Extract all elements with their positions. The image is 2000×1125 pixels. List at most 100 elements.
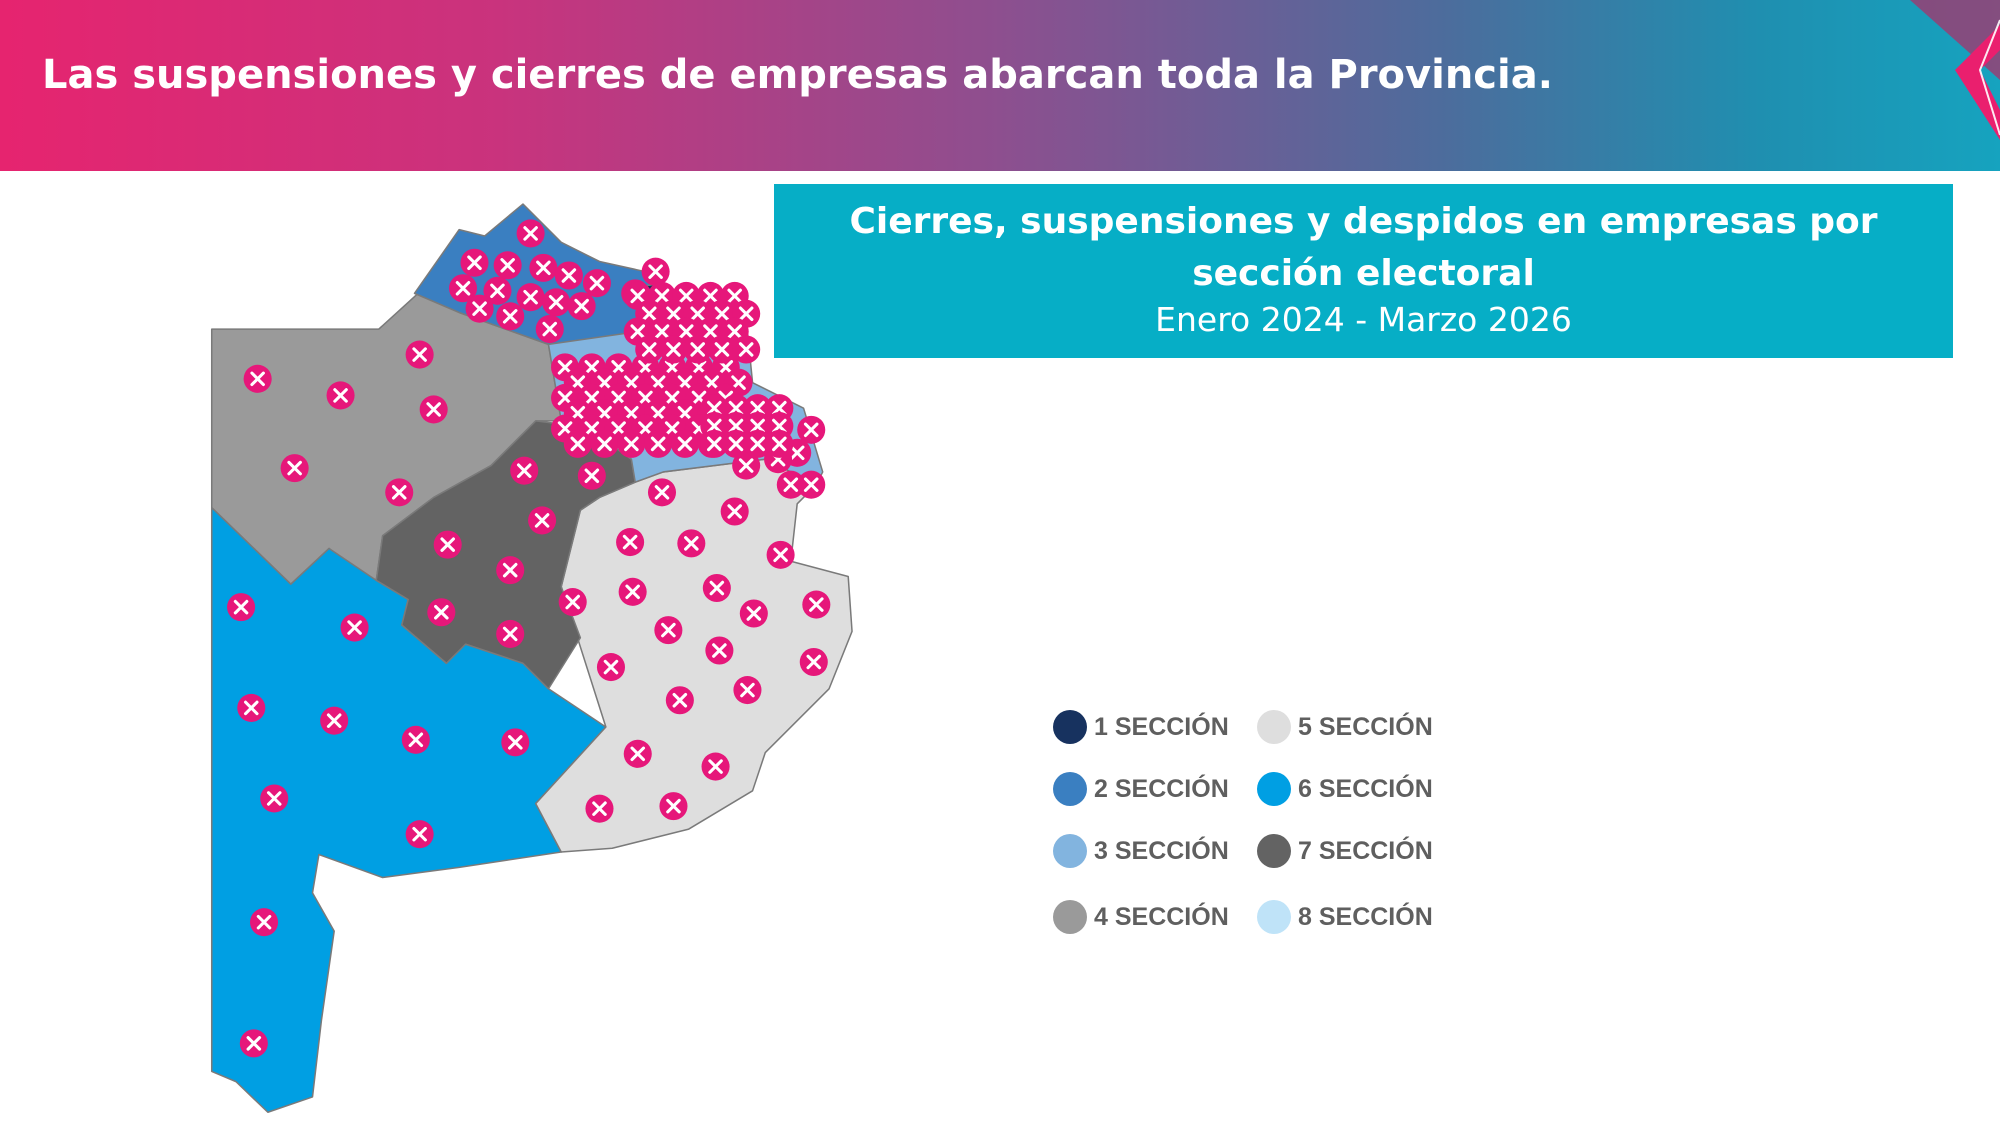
closure-marker-icon: [732, 335, 761, 364]
closure-marker-icon: [765, 429, 794, 458]
legend-label: 7 SECCIÓN: [1298, 836, 1433, 865]
legend-item: 7 SECCIÓN: [1257, 834, 1433, 868]
closure-marker-icon: [260, 784, 289, 813]
closure-marker-icon: [496, 556, 525, 585]
closure-marker-icon: [732, 451, 761, 480]
closure-marker-icon: [529, 253, 558, 282]
closure-marker-icon: [567, 292, 596, 321]
closure-marker-icon: [405, 340, 434, 369]
closure-marker-icon: [528, 506, 557, 535]
markers-layer: [227, 219, 831, 1058]
legend-item: 8 SECCIÓN: [1257, 900, 1433, 934]
legend-swatch: [1053, 710, 1087, 744]
legend-label: 2 SECCIÓN: [1094, 774, 1229, 803]
chart-title: Cierres, suspensiones y despidos en empr…: [849, 201, 1878, 294]
closure-marker-icon: [776, 470, 805, 499]
closure-marker-icon: [700, 429, 729, 458]
closure-marker-icon: [616, 528, 645, 557]
closure-marker-icon: [596, 653, 625, 682]
closure-marker-icon: [558, 588, 587, 617]
closure-marker-icon: [677, 529, 706, 558]
closure-marker-icon: [721, 429, 750, 458]
header-banner: Las suspensiones y cierres de empresas a…: [0, 0, 2000, 171]
legend-item: 2 SECCIÓN: [1053, 772, 1229, 806]
corner-decoration: [1910, 0, 2000, 140]
closure-marker-icon: [243, 364, 272, 393]
closure-marker-icon: [659, 335, 688, 364]
closure-marker-icon: [516, 219, 545, 248]
closure-marker-icon: [405, 820, 434, 849]
legend-label: 6 SECCIÓN: [1298, 774, 1433, 803]
closure-marker-icon: [644, 429, 673, 458]
closure-marker-icon: [739, 599, 768, 628]
closure-marker-icon: [665, 686, 694, 715]
closure-marker-icon: [239, 1029, 268, 1058]
legend-swatch: [1257, 710, 1291, 744]
legend-swatch: [1257, 900, 1291, 934]
closure-marker-icon: [433, 530, 462, 559]
closure-marker-icon: [701, 752, 730, 781]
legend-item: 5 SECCIÓN: [1257, 710, 1433, 744]
closure-marker-icon: [702, 573, 731, 603]
closure-marker-icon: [493, 251, 522, 280]
closure-marker-icon: [670, 429, 699, 458]
closure-marker-icon: [496, 302, 525, 331]
legend-swatch: [1053, 900, 1087, 934]
closure-marker-icon: [535, 315, 564, 344]
closure-marker-icon: [460, 248, 489, 277]
closure-marker-icon: [448, 274, 478, 303]
closure-marker-icon: [419, 395, 448, 424]
legend-swatch: [1053, 772, 1087, 806]
closure-marker-icon: [582, 269, 611, 298]
legend-label: 8 SECCIÓN: [1298, 902, 1433, 931]
chart-subtitle: Enero 2024 - Marzo 2026: [1155, 300, 1572, 339]
closure-marker-icon: [280, 454, 309, 483]
closure-marker-icon: [516, 283, 545, 312]
closure-marker-icon: [802, 590, 831, 619]
closure-marker-icon: [635, 335, 664, 364]
page-title: Las suspensiones y cierres de empresas a…: [42, 52, 1553, 98]
closure-marker-icon: [563, 429, 592, 458]
legend-item: 3 SECCIÓN: [1053, 834, 1229, 868]
legend-item: 4 SECCIÓN: [1053, 900, 1229, 934]
legend-swatch: [1257, 834, 1291, 868]
closure-marker-icon: [554, 261, 583, 290]
legend-label: 3 SECCIÓN: [1094, 836, 1229, 865]
closure-marker-icon: [799, 647, 828, 677]
legend-swatch: [1257, 772, 1291, 806]
closure-marker-icon: [623, 739, 652, 768]
closure-marker-icon: [385, 478, 414, 507]
closure-marker-icon: [590, 429, 619, 458]
closure-marker-icon: [707, 335, 736, 364]
closure-marker-icon: [496, 619, 525, 648]
closure-marker-icon: [797, 470, 826, 499]
legend-swatch: [1053, 834, 1087, 868]
closure-marker-icon: [542, 288, 571, 317]
closure-marker-icon: [326, 381, 355, 410]
closure-marker-icon: [483, 276, 512, 305]
closure-marker-icon: [797, 415, 826, 444]
closure-marker-icon: [617, 429, 646, 458]
closure-marker-icon: [465, 294, 494, 323]
closure-marker-icon: [654, 616, 683, 645]
closure-marker-icon: [647, 478, 677, 507]
closure-marker-icon: [585, 794, 614, 823]
legend-item: 1 SECCIÓN: [1053, 710, 1229, 744]
closure-marker-icon: [733, 676, 762, 705]
legend-item: 6 SECCIÓN: [1257, 772, 1433, 806]
closure-marker-icon: [320, 706, 349, 735]
closure-marker-icon: [510, 456, 539, 485]
closure-marker-icon: [683, 335, 712, 364]
closure-marker-icon: [659, 792, 688, 821]
closure-marker-icon: [743, 429, 772, 458]
closure-marker-icon: [501, 728, 530, 757]
closure-marker-icon: [766, 540, 795, 569]
closure-marker-icon: [427, 598, 456, 627]
closure-marker-icon: [577, 461, 606, 490]
legend-label: 4 SECCIÓN: [1094, 902, 1229, 931]
closure-marker-icon: [250, 908, 279, 937]
chart-title-box: Cierres, suspensiones y despidos en empr…: [774, 184, 1953, 358]
legend-label: 1 SECCIÓN: [1094, 712, 1229, 741]
closure-marker-icon: [340, 613, 369, 642]
